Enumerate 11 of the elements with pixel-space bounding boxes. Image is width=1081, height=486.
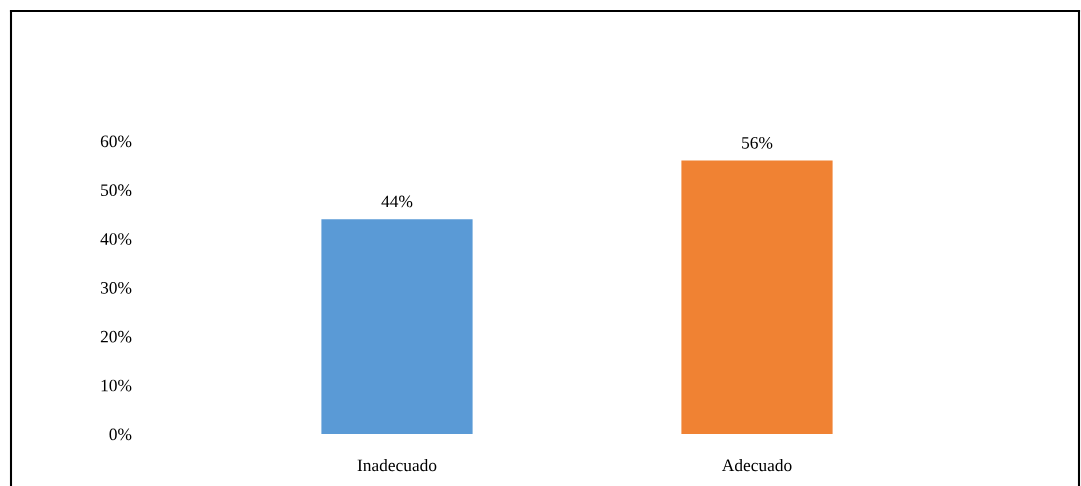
y-tick-label: 20% — [100, 330, 132, 343]
x-tick-label: Adecuado — [721, 459, 792, 472]
y-tick-label: 10% — [101, 379, 132, 392]
y-tick-label: 40% — [100, 233, 132, 245]
data-label: 56% — [742, 136, 773, 149]
y-tick-label: 60% — [100, 135, 132, 148]
y-tick-label: 30% — [100, 281, 132, 294]
data-label: 44% — [381, 195, 413, 208]
x-tick-label: Inadecuado — [357, 459, 437, 472]
y-tick-label: 0% — [109, 428, 132, 441]
y-tick-label: 50% — [101, 184, 132, 197]
